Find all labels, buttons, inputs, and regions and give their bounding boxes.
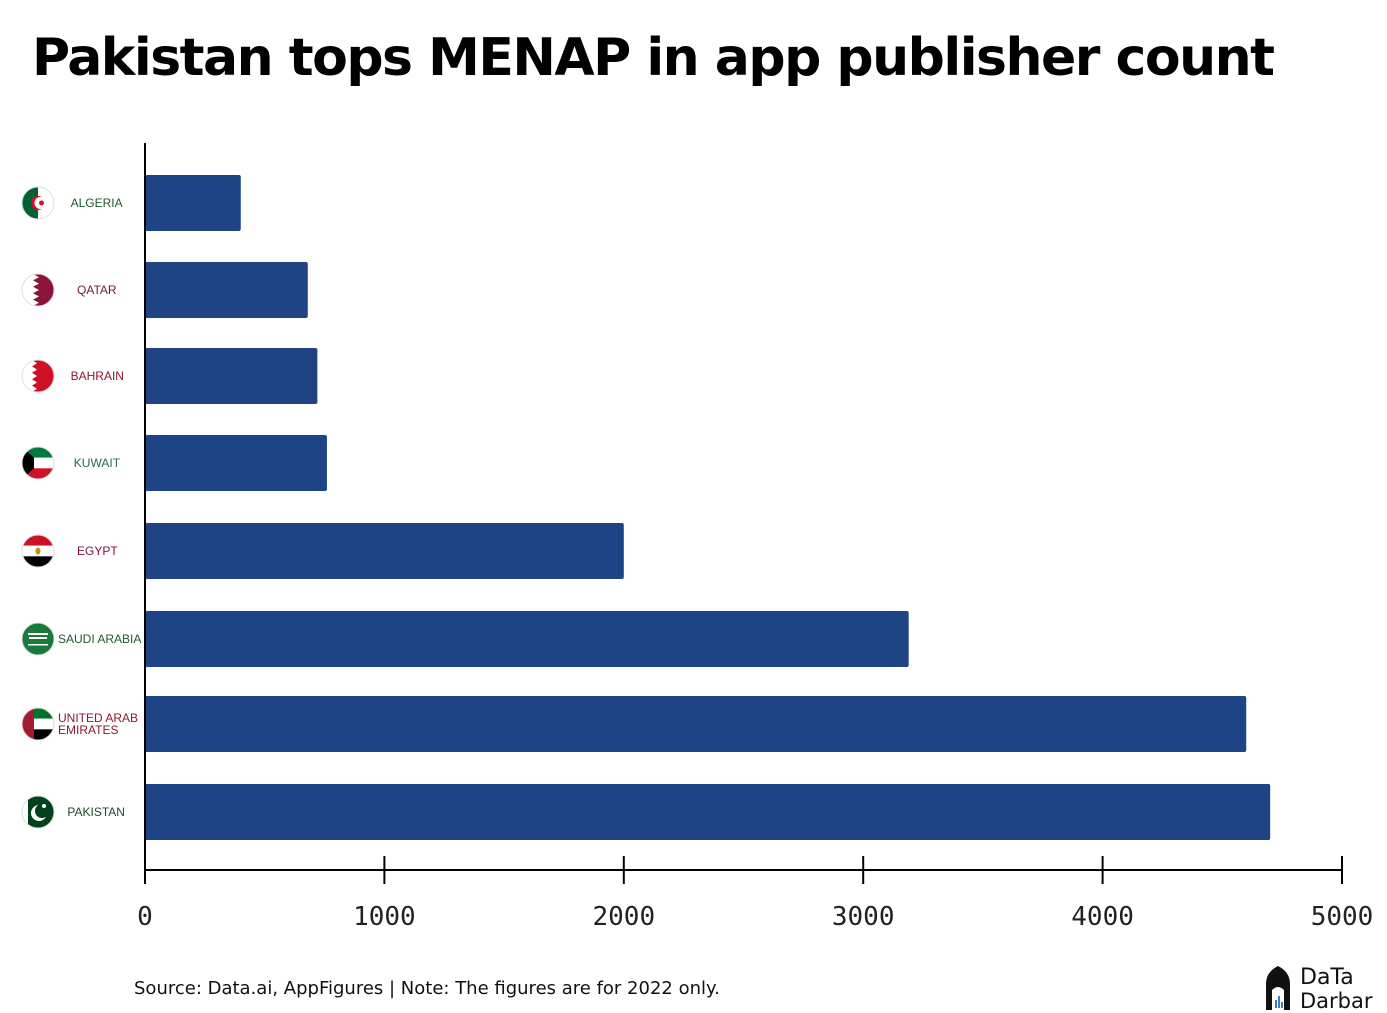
category-label: ALGERIA xyxy=(71,196,123,210)
category-labels-layer: ALGERIA QATAR BAHRAIN KUWAIT EGYPT SAUDI ARAB… xyxy=(21,186,141,829)
category-label: PAKISTAN xyxy=(67,805,125,819)
bar-kuwait xyxy=(145,435,327,491)
chart-title: Pakistan tops MENAP in app publisher cou… xyxy=(32,28,1275,88)
bar-bahrain xyxy=(145,348,318,404)
category-label: QATAR xyxy=(77,283,117,297)
bar-saudi-arabia xyxy=(145,611,909,667)
bar-pakistan xyxy=(145,784,1271,840)
bar-algeria xyxy=(145,175,241,231)
x-tick-label: 5000 xyxy=(1311,902,1374,932)
bars-layer xyxy=(145,175,1271,840)
x-tick-label: 0 xyxy=(137,902,153,932)
category-label: UNITED ARAB EMIRATES xyxy=(58,711,138,737)
brand-line1: DaTa xyxy=(1300,965,1354,990)
brand-logo: DaTa Darbar xyxy=(1266,965,1373,1012)
category-label: EGYPT xyxy=(77,544,118,558)
bar-egypt xyxy=(145,523,624,579)
category-label: BAHRAIN xyxy=(71,369,124,383)
kuwait-flag-icon xyxy=(21,446,55,480)
axes-layer: 0 1000 2000 3000 4000 5000 xyxy=(137,143,1373,932)
x-tick-label: 4000 xyxy=(1071,902,1134,932)
bahrain-flag-icon xyxy=(21,359,55,393)
pakistan-flag-icon xyxy=(21,795,55,829)
source-note: Source: Data.ai, AppFigures | Note: The … xyxy=(134,978,720,999)
algeria-flag-icon xyxy=(21,186,55,220)
category-label: SAUDI ARABIA xyxy=(58,632,141,646)
bar-qatar xyxy=(145,262,308,318)
saudi-arabia-flag-icon xyxy=(21,622,55,656)
qatar-flag-icon xyxy=(21,273,55,307)
brand-line2: Darbar xyxy=(1300,989,1373,1012)
x-tick-label: 2000 xyxy=(592,902,655,932)
x-tick-label: 3000 xyxy=(832,902,895,932)
category-label: KUWAIT xyxy=(74,456,121,470)
bar-united-arab-emirates xyxy=(145,696,1247,752)
egypt-flag-icon xyxy=(21,534,55,568)
uae-flag-icon xyxy=(21,707,55,741)
x-tick-label: 1000 xyxy=(353,902,416,932)
